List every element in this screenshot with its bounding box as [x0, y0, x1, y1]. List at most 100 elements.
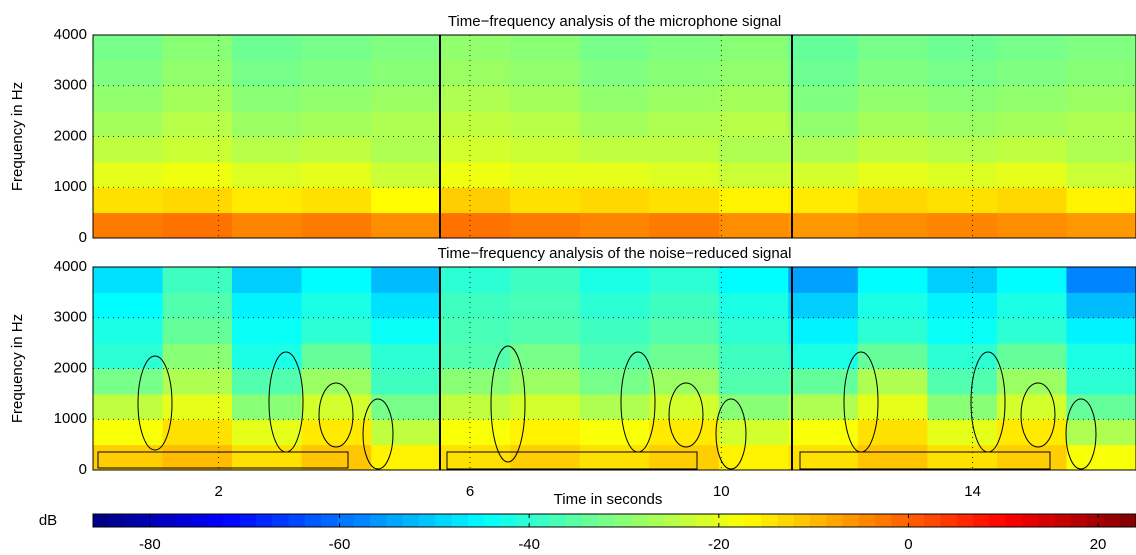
highlight-ellipse	[318, 382, 354, 448]
heat-cell	[440, 111, 511, 137]
heat-cell	[579, 111, 650, 137]
heat-cell	[579, 136, 650, 163]
colorbar-step	[1119, 514, 1136, 527]
heat-cell	[232, 368, 303, 395]
heat-cell	[162, 444, 233, 471]
heat-cell	[579, 343, 650, 369]
colorbar-frame	[92, 513, 1136, 528]
x-tick-label: 2	[214, 483, 222, 500]
heat-cell	[371, 60, 442, 87]
heat-cell	[996, 343, 1067, 369]
heat-cell	[440, 212, 511, 239]
colorbar-step	[109, 514, 127, 527]
heat-cell	[857, 317, 928, 344]
y-tick-label: 1000	[54, 410, 87, 427]
heat-cell	[93, 136, 164, 163]
heat-cell	[162, 267, 233, 293]
heat-cell	[232, 444, 303, 471]
colorbar-step	[826, 514, 844, 527]
heat-cell	[93, 419, 164, 446]
heat-cell	[1066, 317, 1136, 344]
colorbar-tick-label: -60	[329, 536, 351, 553]
colorbar-step	[337, 514, 355, 527]
heat-cell	[996, 212, 1067, 239]
heat-cell	[649, 267, 720, 293]
heat-cell	[788, 317, 859, 344]
heat-cell	[162, 393, 233, 420]
colorbar-tick-label: 20	[1090, 536, 1107, 553]
highlight-ellipse	[668, 382, 704, 448]
heat-cell	[301, 343, 372, 369]
heat-cell	[649, 317, 720, 344]
heat-cell	[510, 60, 581, 87]
highlight-ellipse	[715, 398, 747, 470]
heat-cell	[510, 317, 581, 344]
heat-cell	[649, 212, 720, 239]
heat-cell	[996, 111, 1067, 137]
heat-cell	[996, 393, 1067, 420]
heat-cell	[371, 212, 442, 239]
heat-cell	[579, 393, 650, 420]
heat-cell	[301, 136, 372, 163]
heat-cell	[788, 343, 859, 369]
heat-cell	[996, 419, 1067, 446]
heat-cell	[649, 368, 720, 395]
colorbar-step	[418, 514, 436, 527]
heat-cell	[371, 343, 442, 369]
highlight-ellipse	[137, 355, 173, 451]
x-tick-label: 14	[964, 483, 981, 500]
x-tick-label: 10	[713, 483, 730, 500]
colorbar-step	[793, 514, 811, 527]
heat-cell	[371, 267, 442, 293]
heat-cell	[162, 292, 233, 319]
colorbar-step	[598, 514, 615, 527]
heat-cell	[579, 212, 650, 239]
heat-cell	[579, 161, 650, 188]
colorbar-step	[353, 514, 371, 527]
heat-cell	[857, 419, 928, 446]
heat-cell	[927, 368, 998, 395]
heat-cell	[93, 60, 164, 87]
heat-cell	[371, 419, 442, 446]
y-tick-label: 2000	[54, 127, 87, 144]
colorbar-step	[1021, 514, 1039, 527]
heat-cell	[510, 292, 581, 319]
colorbar-step	[842, 514, 860, 527]
colorbar-step	[647, 514, 664, 527]
heat-cell	[1066, 267, 1136, 293]
heat-cell	[649, 111, 720, 137]
colorbar-step	[956, 514, 974, 527]
heat-cell	[232, 187, 303, 214]
colorbar-step	[1070, 514, 1088, 527]
heat-cell	[1066, 368, 1136, 395]
colorbar-tick-label: -80	[139, 536, 161, 553]
heat-cell	[162, 317, 233, 344]
heat-cell	[232, 393, 303, 420]
heat-cell	[1066, 393, 1136, 420]
heat-cell	[718, 136, 789, 163]
highlight-box	[97, 451, 349, 469]
heat-cell	[232, 292, 303, 319]
heat-cell	[788, 35, 859, 61]
colorbar-step	[190, 514, 208, 527]
heat-cell	[927, 393, 998, 420]
heat-cell	[649, 60, 720, 87]
heat-cell	[857, 444, 928, 471]
colorbar-step	[304, 514, 322, 527]
colorbar-step	[777, 514, 795, 527]
y-tick-label: 0	[79, 229, 87, 246]
heat-cell	[927, 85, 998, 112]
heat-cell	[718, 35, 789, 61]
heat-cell	[579, 187, 650, 214]
colorbar-step	[549, 514, 567, 527]
heat-cell	[93, 35, 164, 61]
y-tick-label: 3000	[54, 309, 87, 326]
heat-cell	[162, 85, 233, 112]
highlight-box	[446, 451, 698, 470]
heat-cell	[440, 187, 511, 214]
heat-cell	[788, 161, 859, 188]
heat-cell	[162, 60, 233, 87]
colorbar-step	[940, 514, 958, 527]
colorbar-step	[565, 514, 583, 527]
